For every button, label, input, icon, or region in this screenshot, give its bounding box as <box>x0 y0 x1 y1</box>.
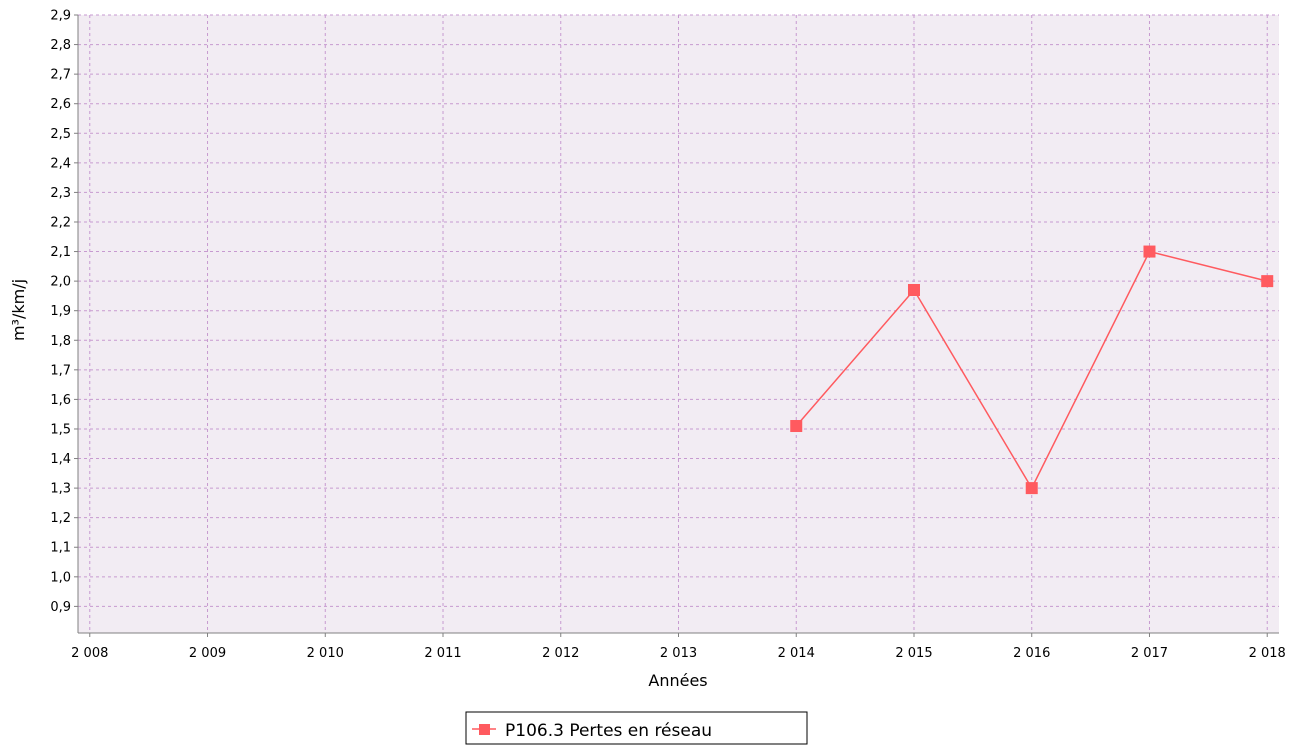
grid-lines <box>78 14 1279 633</box>
x-tick-label: 2 011 <box>424 646 461 661</box>
data-point-marker <box>1261 275 1274 288</box>
legend-series-marker <box>479 724 490 735</box>
x-tick-label: 2 008 <box>71 646 108 661</box>
x-tick-label: 2 017 <box>1131 646 1168 661</box>
y-tick-label: 2,3 <box>50 186 71 201</box>
y-tick-label: 1,9 <box>50 304 71 319</box>
legend-box <box>465 711 808 745</box>
y-tick-label: 2,0 <box>50 275 71 290</box>
y-tick-label: 2,8 <box>50 38 71 53</box>
x-tick-labels: 2 008 2 009 2 010 2 011 2 012 2 013 2 014 2 015… <box>71 633 1286 661</box>
y-tick-label: 2,9 <box>50 9 71 24</box>
y-tick-labels: 0,9 1,0 1,1 1,2 1,3 1,4 1,5 1,6 1,7 1,8 1,9 2,0 2,1 2… <box>50 9 78 615</box>
x-tick-label: 2 016 <box>1013 646 1050 661</box>
y-tick-label: 1,4 <box>50 452 71 467</box>
x-axis-title: Années <box>648 671 707 690</box>
y-tick-label: 0,9 <box>50 600 71 615</box>
y-tick-label: 2,6 <box>50 97 71 112</box>
y-tick-label: 1,8 <box>50 334 71 349</box>
y-tick-label: 1,0 <box>50 570 71 585</box>
series-group <box>790 245 1274 495</box>
x-tick-label: 2 009 <box>189 646 226 661</box>
legend-series-label: P106.3 Pertes en réseau <box>505 721 712 741</box>
data-point-marker <box>790 420 803 433</box>
y-tick-label: 1,5 <box>50 422 71 437</box>
x-tick-label: 2 018 <box>1249 646 1286 661</box>
y-tick-label: 1,6 <box>50 393 71 408</box>
y-tick-label: 2,1 <box>50 245 71 260</box>
x-tick-label: 2 012 <box>542 646 579 661</box>
y-tick-label: 1,7 <box>50 363 71 378</box>
x-tick-label: 2 010 <box>307 646 344 661</box>
y-tick-label: 1,1 <box>50 541 71 556</box>
legend: P106.3 Pertes en réseau <box>465 711 808 745</box>
y-tick-label: 2,7 <box>50 68 71 83</box>
y-tick-label: 1,2 <box>50 511 71 526</box>
x-tick-label: 2 014 <box>778 646 815 661</box>
y-tick-label: 2,2 <box>50 215 71 230</box>
data-point-marker <box>1143 245 1156 258</box>
y-tick-label: 1,3 <box>50 482 71 497</box>
data-point-marker <box>907 283 920 296</box>
data-point-marker <box>1025 482 1038 495</box>
x-tick-label: 2 015 <box>895 646 932 661</box>
y-tick-label: 2,4 <box>50 156 71 171</box>
y-tick-label: 2,5 <box>50 127 71 142</box>
y-axis-title: m³/km/j <box>9 279 28 341</box>
x-tick-label: 2 013 <box>660 646 697 661</box>
